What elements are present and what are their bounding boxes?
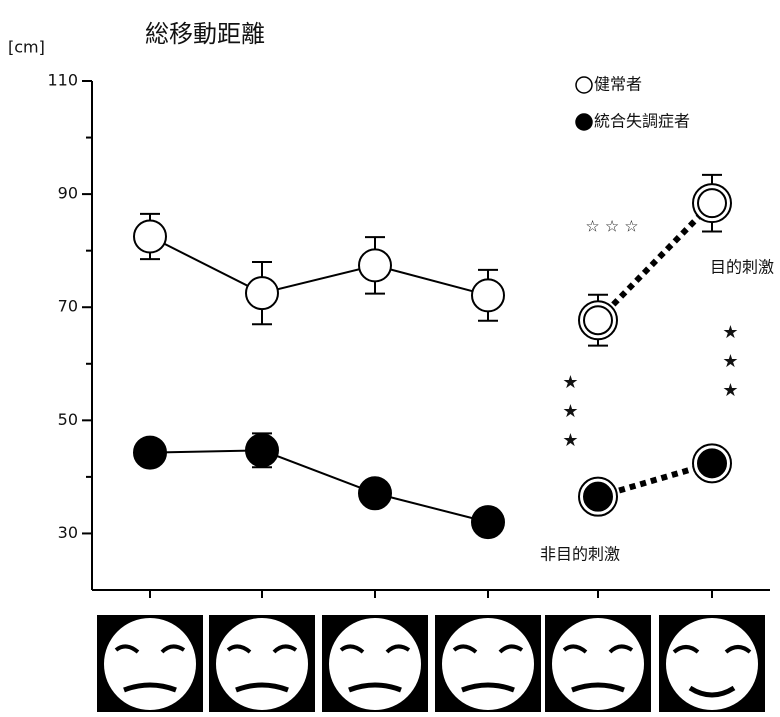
marker — [698, 189, 726, 217]
y-tick-label: 110 — [47, 71, 78, 90]
face-images — [97, 615, 765, 712]
legend-marker — [576, 114, 592, 130]
y-tick-label: 90 — [58, 184, 78, 203]
y-tick-label: 70 — [58, 297, 78, 316]
series-line — [150, 450, 488, 522]
face — [104, 618, 196, 710]
annotation: ★★★ — [560, 372, 581, 459]
marker — [584, 483, 612, 511]
annotation: ★★★ — [720, 322, 741, 409]
marker — [698, 449, 726, 477]
chart-title: 総移動距離 — [145, 20, 265, 48]
legend-marker — [576, 77, 592, 93]
y-axis-label: [cm] — [8, 38, 45, 57]
face — [552, 618, 644, 710]
marker — [584, 306, 612, 334]
chart: 総移動距離 [cm] 30 50 70 90 110 健常者統合失調症者 ☆ ☆ ☆ 目的刺激… — [0, 0, 780, 713]
y-tick-label: 50 — [58, 410, 78, 429]
marker — [472, 279, 504, 311]
annotation: ☆ ☆ ☆ — [585, 217, 638, 236]
marker — [134, 437, 166, 469]
marker — [134, 221, 166, 253]
face — [329, 618, 421, 710]
annotation: 目的刺激 — [710, 258, 774, 277]
marker — [246, 277, 278, 309]
marker — [359, 249, 391, 281]
face — [216, 618, 308, 710]
marker — [246, 434, 278, 466]
series-line — [150, 237, 488, 296]
y-tick-label: 30 — [58, 523, 78, 542]
legend-label: 統合失調症者 — [594, 112, 690, 131]
marker — [472, 506, 504, 538]
annotation: 非目的刺激 — [540, 545, 620, 564]
legend-label: 健常者 — [594, 75, 642, 94]
marker — [359, 477, 391, 509]
face — [442, 618, 534, 710]
